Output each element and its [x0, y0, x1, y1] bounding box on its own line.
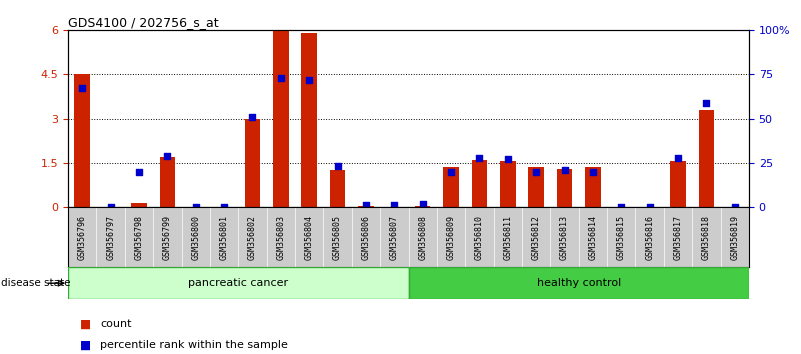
Text: GSM356818: GSM356818 [702, 215, 710, 260]
Bar [68, 267, 409, 299]
Bar [500, 161, 516, 207]
Point [445, 169, 457, 175]
Text: GSM356812: GSM356812 [532, 215, 541, 260]
Text: pancreatic cancer: pancreatic cancer [188, 278, 288, 288]
Text: GSM356817: GSM356817 [674, 215, 682, 260]
Text: GSM356803: GSM356803 [276, 215, 285, 260]
Bar [472, 160, 487, 207]
Point [133, 169, 146, 175]
Bar [698, 110, 714, 207]
Text: GSM356796: GSM356796 [78, 215, 87, 260]
Point [104, 204, 117, 210]
Bar [557, 169, 573, 207]
Text: GSM356814: GSM356814 [589, 215, 598, 260]
Text: GSM356800: GSM356800 [191, 215, 200, 260]
Point [331, 164, 344, 169]
Bar [529, 167, 544, 207]
Text: GSM356806: GSM356806 [361, 215, 370, 260]
Point [671, 155, 684, 160]
Text: GSM356809: GSM356809 [447, 215, 456, 260]
Point [615, 204, 628, 210]
Bar [74, 74, 90, 207]
Point [417, 201, 429, 206]
Point [586, 169, 599, 175]
Text: ■: ■ [80, 318, 91, 330]
Bar [443, 167, 459, 207]
Text: GSM356797: GSM356797 [107, 215, 115, 260]
Text: GSM356813: GSM356813 [560, 215, 569, 260]
Point [728, 204, 741, 210]
Bar [159, 157, 175, 207]
Point [189, 204, 202, 210]
Point [643, 204, 656, 210]
Point [529, 169, 542, 175]
Text: ■: ■ [80, 339, 91, 352]
Bar [415, 206, 430, 207]
Text: GSM356815: GSM356815 [617, 215, 626, 260]
Point [501, 156, 514, 162]
Text: GSM356810: GSM356810 [475, 215, 484, 260]
Bar [409, 267, 749, 299]
Bar [330, 170, 345, 207]
Point [161, 153, 174, 159]
Text: GSM356799: GSM356799 [163, 215, 172, 260]
Text: percentile rank within the sample: percentile rank within the sample [100, 340, 288, 350]
Text: GSM356819: GSM356819 [731, 215, 739, 260]
Point [473, 155, 486, 160]
Point [246, 114, 259, 120]
Text: GSM356801: GSM356801 [219, 215, 228, 260]
Point [700, 100, 713, 105]
Text: GSM356816: GSM356816 [645, 215, 654, 260]
Bar [301, 33, 317, 207]
Bar [585, 167, 601, 207]
Text: healthy control: healthy control [537, 278, 621, 288]
Point [558, 167, 571, 173]
Point [218, 204, 231, 210]
Point [388, 202, 400, 208]
Bar [131, 202, 147, 207]
Text: count: count [100, 319, 131, 329]
Point [360, 202, 372, 208]
Point [303, 77, 316, 82]
Text: GSM356798: GSM356798 [135, 215, 143, 260]
Text: GDS4100 / 202756_s_at: GDS4100 / 202756_s_at [68, 16, 219, 29]
Text: GSM356804: GSM356804 [304, 215, 314, 260]
Text: GSM356808: GSM356808 [418, 215, 427, 260]
Bar [358, 206, 374, 207]
Point [275, 75, 288, 81]
Point [76, 86, 89, 91]
Text: GSM356811: GSM356811 [503, 215, 513, 260]
Text: GSM356805: GSM356805 [333, 215, 342, 260]
Bar [273, 30, 288, 207]
Text: GSM356802: GSM356802 [248, 215, 257, 260]
Text: disease state: disease state [1, 278, 70, 288]
Text: GSM356807: GSM356807 [390, 215, 399, 260]
Bar [244, 119, 260, 207]
Bar [670, 161, 686, 207]
